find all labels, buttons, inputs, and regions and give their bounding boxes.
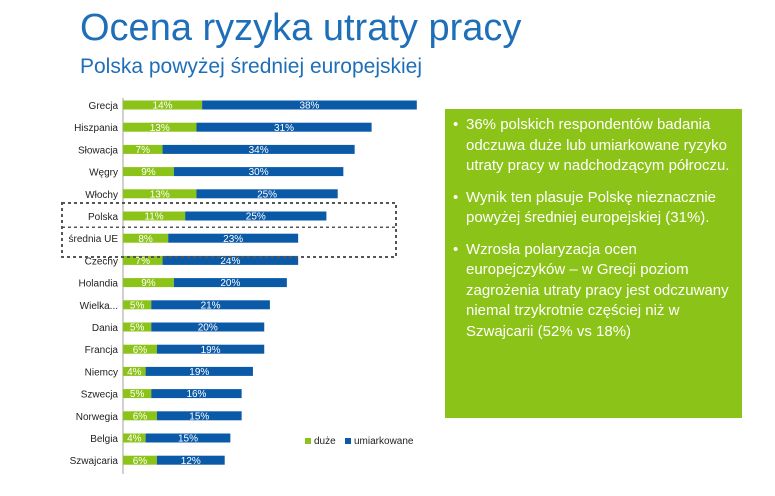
data-label: 8% <box>138 234 153 245</box>
bar-duze <box>123 411 157 421</box>
data-label: 5% <box>130 300 145 311</box>
bar-duze <box>123 167 174 177</box>
category-label: Hiszpania <box>74 123 118 134</box>
data-label: 6% <box>133 411 148 422</box>
bar-umiarkowane <box>168 233 299 243</box>
bar-duze <box>123 344 157 354</box>
bar-umiarkowane <box>202 100 417 110</box>
data-label: 9% <box>141 167 156 178</box>
bar-duze <box>123 389 152 399</box>
bar-duze <box>123 144 163 154</box>
bar-duze <box>123 122 197 132</box>
data-label: 12% <box>181 456 201 467</box>
category-label: Dania <box>92 323 119 334</box>
bar-duze <box>123 255 163 265</box>
bar-duze <box>123 300 152 310</box>
legend-swatch-umiarkowane <box>345 438 351 444</box>
category-label: Węgry <box>89 168 118 179</box>
bar-umiarkowane <box>156 411 242 421</box>
bar-umiarkowane <box>156 344 265 354</box>
data-label: 5% <box>130 323 145 334</box>
data-label: 4% <box>127 367 142 378</box>
data-label: 9% <box>141 278 156 289</box>
data-label: 38% <box>299 101 319 112</box>
category-label: Szwecja <box>81 390 119 401</box>
data-label: 21% <box>201 300 221 311</box>
bar-duze <box>123 211 186 221</box>
data-label: 5% <box>130 389 145 400</box>
stacked-bar-chart: Grecja 14% 38% Hiszpania 13% 31% Słowacja 7% 34%… <box>61 98 417 474</box>
legend-label-umiarkowane: umiarkowane <box>354 436 414 447</box>
page-title: Ocena ryzyka utraty pracy <box>80 7 522 49</box>
bar-umiarkowane <box>151 300 270 310</box>
data-label: 6% <box>133 345 148 356</box>
category-label: Belgia <box>90 434 118 445</box>
category-label: Włochy <box>85 190 118 201</box>
bar-umiarkowane <box>156 455 225 465</box>
bar-umiarkowane <box>145 366 253 376</box>
data-label: 6% <box>133 456 148 467</box>
data-label: 19% <box>189 367 209 378</box>
bar-duze <box>123 455 157 465</box>
bar-umiarkowane <box>173 278 287 288</box>
bar-duze <box>123 189 197 199</box>
bar-duze <box>123 233 169 243</box>
bar-duze <box>123 322 152 332</box>
bar-umiarkowane <box>185 211 327 221</box>
category-label: Francja <box>85 345 119 356</box>
data-label: 13% <box>150 189 170 200</box>
category-label: Grecja <box>89 101 119 112</box>
data-label: 20% <box>220 278 240 289</box>
summary-box: 36% polskich respondentów badania odczuw… <box>445 109 742 418</box>
category-label: Szwajcaria <box>70 456 119 467</box>
data-label: 30% <box>249 167 269 178</box>
summary-point: Wynik ten plasuje Polskę nieznacznie pow… <box>453 188 730 229</box>
category-label: Polska <box>88 212 118 223</box>
legend-label-duze: duże <box>314 436 336 447</box>
bar-umiarkowane <box>196 189 338 199</box>
data-label: 23% <box>223 234 243 245</box>
category-label: Niemcy <box>85 367 118 378</box>
category-label: Czechy <box>85 256 118 267</box>
data-label: 31% <box>274 123 294 134</box>
bar-umiarkowane <box>173 167 344 177</box>
data-label: 34% <box>249 145 269 156</box>
category-label: średnia UE <box>69 234 119 245</box>
category-label: Wielka... <box>80 301 118 312</box>
data-label: 19% <box>201 345 221 356</box>
bar-umiarkowane <box>162 255 299 265</box>
bar-duze <box>123 433 146 443</box>
bar-duze <box>123 100 203 110</box>
data-label: 24% <box>220 256 240 267</box>
data-label: 4% <box>127 434 142 445</box>
legend-swatch-duze <box>305 438 311 444</box>
data-label: 15% <box>178 434 198 445</box>
data-label: 20% <box>198 323 218 334</box>
category-label: Norwegia <box>76 412 119 423</box>
bar-umiarkowane <box>151 322 265 332</box>
data-label: 7% <box>136 145 151 156</box>
data-label: 7% <box>136 256 151 267</box>
highlight-box <box>61 202 397 258</box>
data-label: 14% <box>153 101 173 112</box>
data-label: 25% <box>257 189 277 200</box>
summary-point: Wzrosła polaryzacja ocen europejczyków –… <box>453 240 730 343</box>
data-label: 16% <box>186 389 206 400</box>
bar-duze <box>123 366 146 376</box>
data-label: 15% <box>189 411 209 422</box>
category-label: Holandia <box>79 279 119 290</box>
data-label: 13% <box>150 123 170 134</box>
bar-umiarkowane <box>196 122 372 132</box>
bar-umiarkowane <box>145 433 231 443</box>
page-subtitle: Polska powyżej średniej europejskiej <box>80 55 423 78</box>
bar-umiarkowane <box>151 389 242 399</box>
category-label: Słowacja <box>78 145 118 156</box>
data-label: 25% <box>246 212 266 223</box>
bar-umiarkowane <box>162 144 355 154</box>
bar-duze <box>123 278 174 288</box>
data-label: 11% <box>144 212 163 223</box>
summary-point: 36% polskich respondentów badania odczuw… <box>453 115 730 177</box>
